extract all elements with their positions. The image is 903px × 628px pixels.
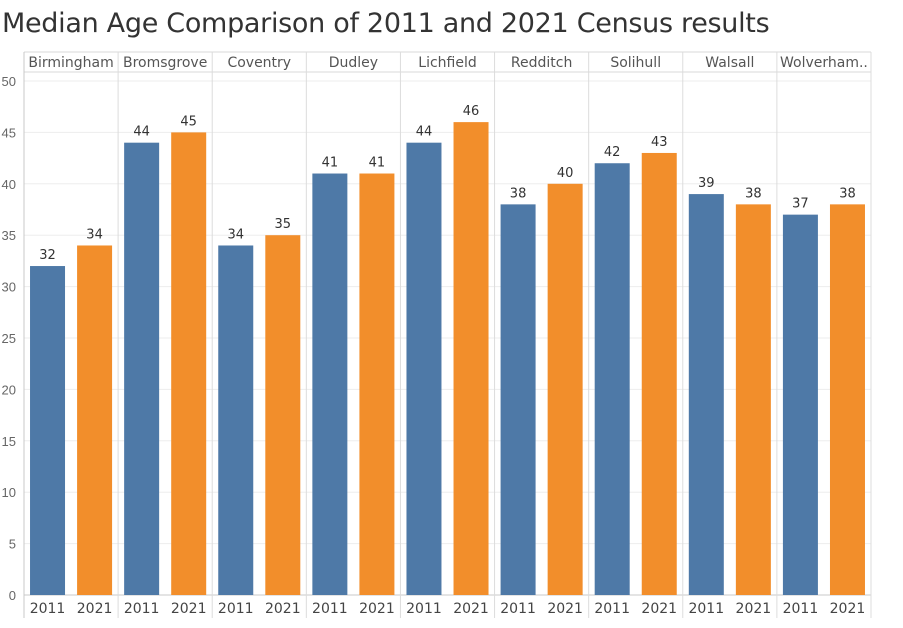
data-label: 37 — [792, 197, 809, 212]
x-tick-label: 2011 — [218, 601, 254, 617]
data-label: 34 — [227, 227, 244, 242]
category-header: Dudley — [329, 55, 378, 71]
y-tick-label: 50 — [2, 74, 16, 89]
category-header: Walsall — [705, 55, 754, 71]
data-label: 32 — [39, 248, 56, 263]
data-label: 44 — [416, 125, 433, 140]
category-header: Birmingham — [28, 55, 113, 71]
data-label: 34 — [86, 227, 103, 242]
y-tick-label: 40 — [2, 177, 16, 192]
x-tick-label: 2011 — [500, 601, 536, 617]
y-tick-label: 45 — [2, 125, 16, 140]
data-label: 42 — [604, 145, 621, 160]
bar-2021 — [735, 204, 771, 596]
bar-2021 — [171, 132, 207, 595]
y-tick-label: 25 — [2, 331, 16, 346]
bar-2011 — [782, 214, 818, 595]
y-tick-label: 35 — [2, 228, 16, 243]
bar-2011 — [312, 173, 348, 595]
category-header: Wolverham.. — [780, 55, 868, 71]
x-tick-label: 2011 — [30, 601, 66, 617]
bar-2011 — [688, 194, 724, 595]
bar-2011 — [594, 163, 630, 596]
bar-2011 — [218, 245, 254, 596]
x-tick-label: 2011 — [406, 601, 442, 617]
y-tick-label: 20 — [2, 382, 16, 397]
data-label: 41 — [322, 156, 339, 171]
x-tick-label: 2021 — [830, 601, 866, 617]
y-tick-label: 15 — [2, 434, 16, 449]
data-label: 38 — [745, 186, 762, 201]
category-header: Redditch — [511, 55, 572, 71]
bar-2021 — [453, 122, 489, 596]
x-tick-label: 2021 — [171, 601, 207, 617]
x-tick-label: 2011 — [688, 601, 724, 617]
data-label: 46 — [463, 104, 480, 119]
x-tick-label: 2011 — [594, 601, 630, 617]
y-tick-label: 30 — [2, 280, 16, 295]
y-tick-label: 10 — [2, 485, 16, 500]
category-header: Coventry — [227, 55, 291, 71]
data-label: 39 — [698, 176, 715, 191]
data-label: 35 — [275, 217, 292, 232]
y-tick-label: 0 — [9, 588, 16, 603]
y-tick-label: 5 — [9, 537, 16, 552]
bar-2011 — [124, 142, 160, 595]
category-header: Bromsgrove — [123, 55, 207, 71]
bar-2011 — [406, 142, 442, 595]
bar-2011 — [500, 204, 536, 596]
chart-title: Median Age Comparison of 2011 and 2021 C… — [2, 8, 770, 39]
x-tick-label: 2021 — [547, 601, 583, 617]
x-tick-label: 2021 — [359, 601, 395, 617]
data-label: 38 — [510, 186, 527, 201]
data-label: 41 — [369, 156, 386, 171]
category-header: Solihull — [610, 55, 661, 71]
x-tick-label: 2011 — [124, 601, 160, 617]
x-tick-label: 2021 — [265, 601, 301, 617]
x-tick-label: 2021 — [736, 601, 772, 617]
data-label: 44 — [133, 125, 150, 140]
bar-2021 — [641, 152, 677, 595]
x-tick-label: 2011 — [783, 601, 819, 617]
data-label: 45 — [180, 114, 197, 129]
bar-2021 — [547, 183, 583, 596]
x-tick-label: 2021 — [453, 601, 489, 617]
data-label: 40 — [557, 166, 574, 181]
x-tick-label: 2011 — [312, 601, 348, 617]
x-tick-label: 2021 — [77, 601, 113, 617]
bar-2021 — [77, 245, 113, 596]
bar-2011 — [30, 266, 66, 595]
x-tick-label: 2021 — [641, 601, 677, 617]
data-label: 38 — [839, 186, 856, 201]
bar-2021 — [359, 173, 395, 595]
category-header: Lichfield — [418, 55, 476, 71]
bar-2021 — [829, 204, 865, 596]
bar-2021 — [265, 235, 301, 595]
data-label: 43 — [651, 135, 668, 150]
